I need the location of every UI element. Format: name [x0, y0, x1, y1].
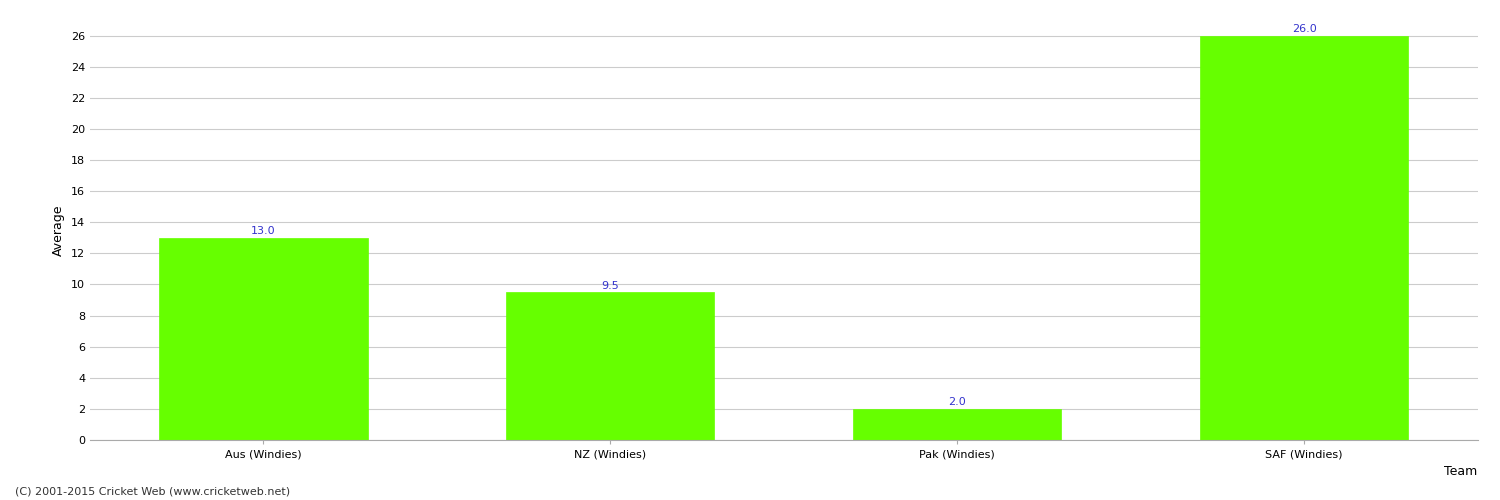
Text: 9.5: 9.5: [602, 280, 619, 290]
Text: 13.0: 13.0: [251, 226, 276, 236]
Bar: [159, 238, 368, 440]
Text: 26.0: 26.0: [1292, 24, 1317, 34]
X-axis label: Team: Team: [1444, 464, 1478, 477]
Bar: [1200, 36, 1408, 440]
Text: 2.0: 2.0: [948, 398, 966, 407]
Bar: [506, 292, 714, 440]
Text: (C) 2001-2015 Cricket Web (www.cricketweb.net): (C) 2001-2015 Cricket Web (www.cricketwe…: [15, 487, 290, 497]
Y-axis label: Average: Average: [53, 204, 66, 256]
Bar: [853, 409, 1062, 440]
